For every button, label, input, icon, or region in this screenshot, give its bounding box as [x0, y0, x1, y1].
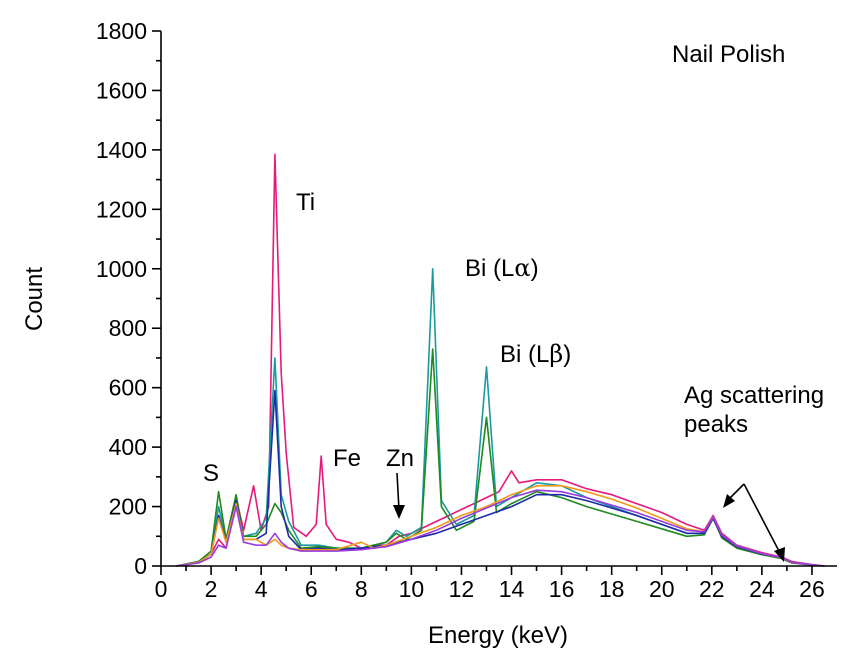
- ag-arrow-2: [743, 483, 785, 562]
- bi-la-greek: α: [514, 254, 530, 282]
- y-axis-title: Count: [21, 267, 48, 331]
- ag-arrow-2-shaft: [743, 483, 781, 554]
- x-tick-label: 0: [155, 576, 168, 602]
- y-tick-label: 1800: [96, 18, 147, 44]
- annotation-zn: Zn: [386, 445, 414, 472]
- bi-lb-prefix: Bi (L: [500, 341, 549, 368]
- x-tick-label: 8: [355, 576, 368, 602]
- annotation-ti: Ti: [296, 189, 315, 216]
- x-axis-title: Energy (keV): [428, 622, 568, 649]
- x-tick-label: 14: [499, 576, 525, 602]
- annotation-ag-line1: Ag scattering: [684, 382, 824, 409]
- y-tick-label: 1200: [96, 196, 147, 222]
- y-tick-label: 200: [109, 494, 147, 520]
- x-tick-label: 12: [449, 576, 475, 602]
- zn-arrow-head: [393, 505, 405, 519]
- series-layer: [175, 153, 825, 567]
- x-tick-label: 10: [399, 576, 425, 602]
- ag-arrow-1-head: [723, 494, 735, 508]
- bi-la-prefix: Bi (L: [465, 255, 514, 282]
- annotation-bi-la: Bi (Lα): [465, 254, 539, 282]
- y-tick-label: 800: [109, 315, 147, 341]
- y-tick-label: 600: [109, 375, 147, 401]
- bi-la-close: ): [531, 255, 539, 282]
- x-tick-label: 4: [255, 576, 268, 602]
- annotation-bi-lb: Bi (Lβ): [500, 340, 571, 368]
- ticks-layer: 0 2 4 6 8 10 12 14 16 18 20 22 24 2602004006008001000…: [96, 18, 825, 602]
- y-tick-label: 1400: [96, 137, 147, 163]
- x-tick-label: 26: [799, 576, 825, 602]
- axes-layer: [160, 31, 837, 567]
- y-tick-label: 400: [109, 434, 147, 460]
- y-tick-label: 0: [134, 553, 147, 579]
- x-tick-label: 24: [749, 576, 775, 602]
- x-tick-label: 20: [649, 576, 675, 602]
- x-tick-label: 18: [599, 576, 625, 602]
- annotation-ag-line2: peaks: [684, 411, 748, 438]
- annotation-s: S: [203, 460, 219, 487]
- bi-lb-close: ): [563, 341, 571, 368]
- ag-arrow-1: [723, 483, 745, 508]
- ag-arrow-2-head: [774, 547, 785, 562]
- series-line-6: [175, 489, 825, 567]
- x-tick-label: 22: [699, 576, 725, 602]
- annotation-fe: Fe: [333, 445, 361, 472]
- bi-lb-greek: β: [549, 340, 563, 368]
- zn-arrow-shaft: [396, 472, 400, 511]
- x-tick-label: 16: [549, 576, 575, 602]
- zn-arrow: [393, 472, 405, 519]
- x-tick-label: 2: [205, 576, 218, 602]
- y-tick-label: 1600: [96, 77, 147, 103]
- chart-title: Nail Polish: [672, 41, 785, 68]
- x-tick-label: 6: [305, 576, 318, 602]
- y-tick-label: 1000: [96, 256, 147, 282]
